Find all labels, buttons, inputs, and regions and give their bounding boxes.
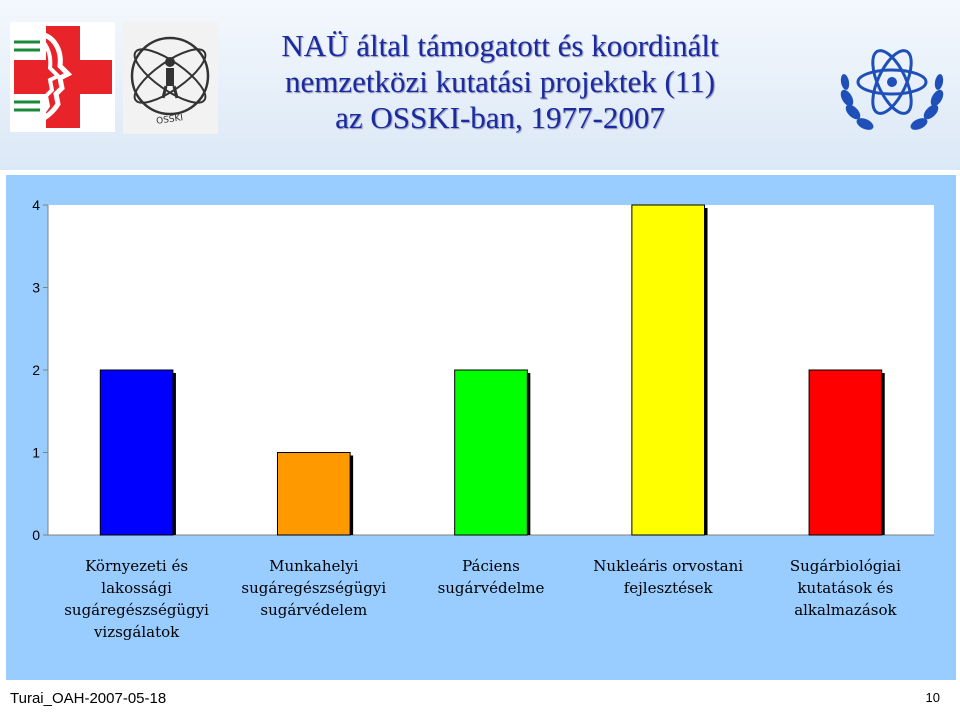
bar — [276, 452, 351, 536]
category-label-line: Munkahelyi — [269, 557, 359, 575]
category-label-line: Sugárbiológiai — [789, 557, 901, 575]
category-label-line: fejlesztések — [623, 579, 713, 597]
title-line-1: NAÜ által támogatott és koordinált — [281, 28, 719, 63]
category-label: Munkahelyi sugáregészségügyi sugárvédelem — [225, 555, 402, 621]
footer-text: Turai_OAH-2007-05-18 — [10, 690, 167, 707]
atom-laurel-logo — [840, 49, 944, 130]
category-label-line: Környezeti és — [85, 557, 189, 575]
y-tick-label: 4 — [32, 197, 40, 213]
category-label-line: Páciens — [462, 557, 520, 575]
bar — [631, 204, 706, 536]
bar-chart: 0 1 2 3 4 — [32, 197, 934, 543]
chart-area: 0 1 2 3 4 — [6, 175, 956, 680]
category-label-line: sugáregészségügyi — [241, 579, 387, 597]
category-label: Páciens sugárvédelme — [402, 555, 579, 599]
category-label-line: vizsgálatok — [93, 623, 180, 641]
red-cross-logo — [10, 22, 115, 132]
y-tick-label: 0 — [32, 527, 40, 543]
title-line-3: az OSSKI-ban, 1977-2007 — [335, 100, 665, 135]
slide-title: NAÜ által támogatott és koordinált nemze… — [230, 28, 770, 136]
y-tick-label: 3 — [32, 280, 40, 296]
category-label-line: sugáregészségügyi — [64, 601, 209, 619]
category-label-line: sugárvédelem — [260, 601, 368, 619]
bar — [99, 369, 174, 536]
osski-logo: OSSKI — [123, 22, 218, 134]
category-label: Környezeti és lakossági sugáregészségügyi v… — [48, 555, 225, 643]
category-label-line: sugárvédelme — [437, 579, 545, 597]
y-tick-label: 2 — [32, 362, 40, 378]
bar — [808, 369, 883, 536]
category-label: Sugárbiológiai kutatások és alkalmazások — [757, 555, 934, 621]
osski-logo-text: OSSKI — [156, 113, 184, 127]
page-number: 10 — [925, 690, 940, 705]
category-label-line: alkalmazások — [794, 601, 897, 619]
category-label-line: lakossági — [101, 579, 172, 597]
title-line-2: nemzetközi kutatási projektek (11) — [284, 64, 716, 99]
category-label: Nukleáris orvostani fejlesztések — [580, 555, 757, 599]
bar — [454, 369, 528, 536]
category-label-line: Nukleáris orvostani — [593, 557, 744, 575]
y-tick-label: 1 — [32, 445, 40, 461]
category-label-line: kutatások és — [797, 579, 894, 597]
